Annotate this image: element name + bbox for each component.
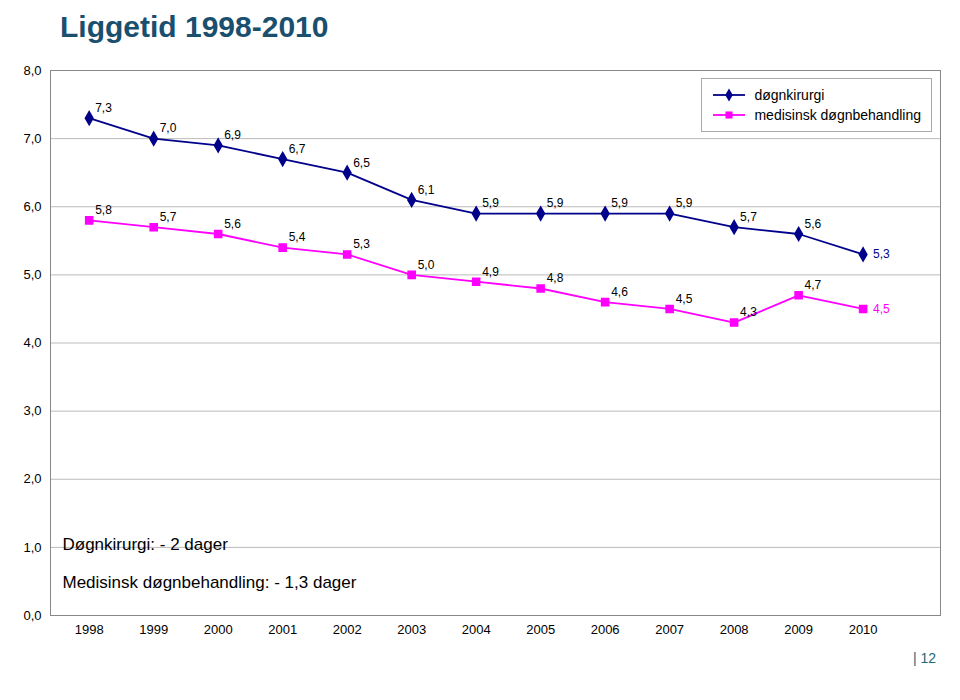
svg-text:2001: 2001	[268, 622, 297, 637]
svg-text:2,0: 2,0	[23, 471, 41, 486]
svg-text:4,0: 4,0	[23, 335, 41, 350]
svg-text:2003: 2003	[397, 622, 426, 637]
svg-text:5,9: 5,9	[482, 196, 499, 210]
svg-text:6,0: 6,0	[23, 199, 41, 214]
svg-text:5,0: 5,0	[418, 258, 435, 272]
svg-text:2010: 2010	[849, 622, 878, 637]
svg-text:5,0: 5,0	[23, 267, 41, 282]
svg-text:5,9: 5,9	[611, 196, 628, 210]
svg-text:1998: 1998	[75, 622, 104, 637]
html-text:døgnkirurgi: døgnkirurgi	[754, 87, 825, 103]
svg-text:5,9: 5,9	[547, 196, 564, 210]
html-text:medisinsk døgnbehandling: medisinsk døgnbehandling	[754, 107, 921, 123]
html-text:Liggetid 1998-2010: Liggetid 1998-2010	[60, 10, 329, 43]
svg-text:5,6: 5,6	[805, 217, 822, 231]
svg-text:2004: 2004	[462, 622, 491, 637]
svg-text:5,6: 5,6	[224, 217, 241, 231]
svg-text:4,8: 4,8	[547, 271, 564, 285]
svg-text:6,9: 6,9	[224, 128, 241, 142]
svg-text:Medisinsk døgnbehandling: - 1,: Medisinsk døgnbehandling: - 1,3 dager	[63, 573, 357, 592]
svg-text:Døgnkirurgi: - 2 dager: Døgnkirurgi: - 2 dager	[63, 535, 229, 554]
svg-text:0,0: 0,0	[23, 608, 41, 623]
svg-text:5,7: 5,7	[160, 210, 177, 224]
svg-text:2009: 2009	[784, 622, 813, 637]
svg-text:7,3: 7,3	[95, 101, 112, 115]
svg-text:1999: 1999	[139, 622, 168, 637]
svg-text:3,0: 3,0	[23, 403, 41, 418]
svg-text:6,7: 6,7	[289, 142, 306, 156]
svg-text:5,8: 5,8	[95, 203, 112, 217]
svg-text:4,6: 4,6	[611, 285, 628, 299]
svg-text:5,9: 5,9	[676, 196, 693, 210]
html-text:| 12: | 12	[912, 650, 936, 666]
svg-text:8,0: 8,0	[23, 63, 41, 78]
svg-text:6,1: 6,1	[418, 183, 435, 197]
svg-text:7,0: 7,0	[23, 131, 41, 146]
svg-text:5,3: 5,3	[873, 247, 890, 261]
svg-text:6,5: 6,5	[353, 156, 370, 170]
svg-text:4,9: 4,9	[482, 265, 499, 279]
svg-text:5,4: 5,4	[289, 230, 306, 244]
svg-text:2005: 2005	[526, 622, 555, 637]
svg-text:1,0: 1,0	[23, 540, 41, 555]
svg-text:2002: 2002	[333, 622, 362, 637]
svg-text:4,3: 4,3	[740, 305, 757, 319]
svg-text:5,7: 5,7	[740, 210, 757, 224]
svg-text:4,5: 4,5	[676, 292, 693, 306]
svg-text:7,0: 7,0	[160, 121, 177, 135]
svg-text:5,3: 5,3	[353, 237, 370, 251]
svg-text:2007: 2007	[655, 622, 684, 637]
svg-text:4,5: 4,5	[873, 302, 890, 316]
svg-text:2008: 2008	[720, 622, 749, 637]
svg-text:2000: 2000	[204, 622, 233, 637]
svg-text:2006: 2006	[591, 622, 620, 637]
svg-text:4,7: 4,7	[805, 278, 822, 292]
